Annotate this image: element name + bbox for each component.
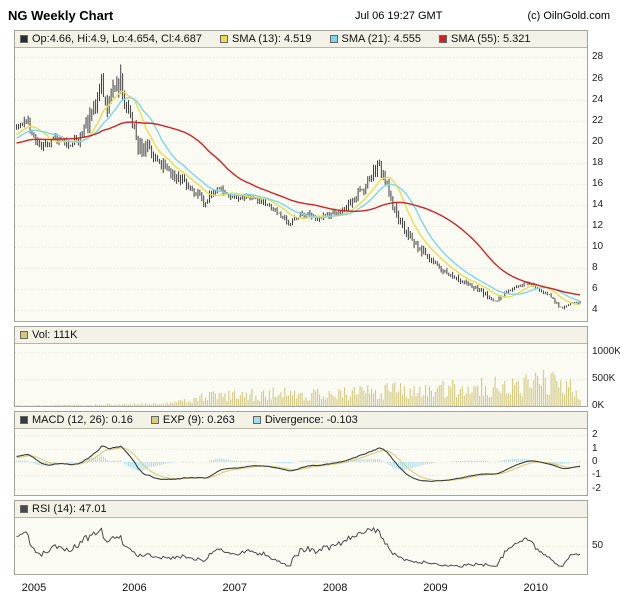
y-tick-label: 8 xyxy=(592,262,598,274)
legend-item-macd: MACD (12, 26): 0.16 xyxy=(20,414,133,426)
chart-title: NG Weekly Chart xyxy=(8,8,114,23)
macd-plot-canvas xyxy=(15,429,587,495)
volume-legend-label: Vol: 111K xyxy=(32,329,78,341)
x-axis-year-label: 2006 xyxy=(122,582,147,594)
y-tick-label: 20 xyxy=(592,135,604,147)
y-tick-label: -1 xyxy=(592,469,601,481)
header-copyright: (c) OilnGold.com xyxy=(527,10,610,22)
header-timestamp: Jul 06 19:27 GMT xyxy=(355,10,443,22)
rsi-plot xyxy=(15,518,587,574)
legend-item-sma55: SMA (55): 5.321 xyxy=(439,33,531,45)
x-axis-year-label: 2009 xyxy=(423,582,448,594)
legend-item-divergence: Divergence: -0.103 xyxy=(252,414,358,426)
rsi-legend-label: RSI (14): 47.01 xyxy=(32,503,107,515)
sma21-swatch-icon xyxy=(329,35,338,43)
macd-plot xyxy=(15,429,587,495)
y-tick-label: 6 xyxy=(592,283,598,295)
y-tick-label: 4 xyxy=(592,304,598,316)
y-tick-label: 18 xyxy=(592,156,604,168)
sma55-legend-label: SMA (55): 5.321 xyxy=(451,33,531,45)
sma55-swatch-icon xyxy=(439,35,448,43)
price-plot-canvas xyxy=(15,48,587,321)
macd-panel: MACD (12, 26): 0.16 EXP (9): 0.263 Diver… xyxy=(14,411,588,496)
y-tick-label: 28 xyxy=(592,51,604,63)
ohlc-legend-label: Op:4.66, Hi:4.9, Lo:4.654, Cl:4.687 xyxy=(32,33,203,45)
price-row: Op:4.66, Hi:4.9, Lo:4.654, Cl:4.687 SMA … xyxy=(14,30,620,322)
price-y-axis: 28 26 24 22 20 18 16 14 12 10 8 6 4 xyxy=(588,30,620,322)
price-panel: Op:4.66, Hi:4.9, Lo:4.654, Cl:4.687 SMA … xyxy=(14,30,588,322)
y-tick-label: 14 xyxy=(592,199,604,211)
x-axis-year-label: 2010 xyxy=(523,582,549,594)
sma13-legend-label: SMA (13): 4.519 xyxy=(232,33,312,45)
exp-legend-label: EXP (9): 0.263 xyxy=(162,414,235,426)
legend-item-sma13: SMA (13): 4.519 xyxy=(220,33,312,45)
y-tick-label: 22 xyxy=(592,114,604,126)
legend-item-sma21: SMA (21): 4.555 xyxy=(329,33,422,45)
rsi-legend: RSI (14): 47.01 xyxy=(15,501,587,518)
volume-panel: Vol: 111K xyxy=(14,326,588,407)
macd-row: MACD (12, 26): 0.16 EXP (9): 0.263 Diver… xyxy=(14,411,620,496)
rsi-row: RSI (14): 47.01 50 xyxy=(14,500,620,575)
x-axis: 2005 2006 2007 2008 2009 2010 xyxy=(14,579,620,597)
divergence-legend-label: Divergence: -0.103 xyxy=(264,414,358,426)
macd-legend-label: MACD (12, 26): 0.16 xyxy=(32,414,133,426)
legend-item-volume: Vol: 111K xyxy=(20,329,77,341)
y-tick-label: -2 xyxy=(592,482,601,494)
y-tick-label: 2 xyxy=(592,429,598,441)
legend-item-exp: EXP (9): 0.263 xyxy=(150,414,235,426)
y-tick-label: 10 xyxy=(592,241,604,253)
divergence-swatch-icon xyxy=(252,416,261,424)
volume-swatch-icon xyxy=(20,331,28,339)
macd-legend: MACD (12, 26): 0.16 EXP (9): 0.263 Diver… xyxy=(15,412,587,429)
volume-y-axis: 1000K 500K 0K xyxy=(588,326,620,411)
y-tick-label: 0K xyxy=(592,400,605,411)
y-tick-label: 24 xyxy=(592,93,604,105)
y-tick-label: 16 xyxy=(592,177,604,189)
volume-legend: Vol: 111K xyxy=(15,327,587,344)
rsi-panel: RSI (14): 47.01 xyxy=(14,500,588,575)
rsi-y-axis: 50 xyxy=(588,500,620,575)
rsi-swatch-icon xyxy=(20,505,28,513)
volume-plot-canvas xyxy=(15,344,587,406)
exp-swatch-icon xyxy=(150,416,159,424)
x-axis-year-label: 2005 xyxy=(21,582,47,594)
x-axis-year-label: 2007 xyxy=(222,582,247,594)
legend-item-rsi: RSI (14): 47.01 xyxy=(20,503,107,515)
macd-swatch-icon xyxy=(20,416,28,424)
sma21-legend-label: SMA (21): 4.555 xyxy=(341,33,422,45)
y-tick-label: 12 xyxy=(592,220,604,232)
price-legend: Op:4.66, Hi:4.9, Lo:4.654, Cl:4.687 SMA … xyxy=(15,31,587,48)
y-tick-label: 0 xyxy=(592,456,598,467)
ohlc-swatch-icon xyxy=(20,35,28,43)
legend-item-ohlc: Op:4.66, Hi:4.9, Lo:4.654, Cl:4.687 xyxy=(20,33,202,45)
x-axis-year-label: 2008 xyxy=(322,582,348,594)
y-tick-label: 1 xyxy=(592,442,598,454)
y-tick-label: 26 xyxy=(592,72,604,84)
sma13-swatch-icon xyxy=(220,35,229,43)
volume-plot xyxy=(15,344,587,406)
rsi-plot-canvas xyxy=(15,518,587,574)
macd-y-axis: 2 1 0 -1 -2 xyxy=(588,411,620,496)
y-tick-label: 1000K xyxy=(592,346,620,358)
price-plot xyxy=(15,48,587,321)
y-tick-label: 500K xyxy=(592,373,616,385)
volume-row: Vol: 111K 1000K 500K 0K xyxy=(14,326,620,411)
y-tick-label: 50 xyxy=(592,540,604,551)
chart-header: NG Weekly Chart Jul 06 19:27 GMT (c) Oil… xyxy=(0,0,620,30)
